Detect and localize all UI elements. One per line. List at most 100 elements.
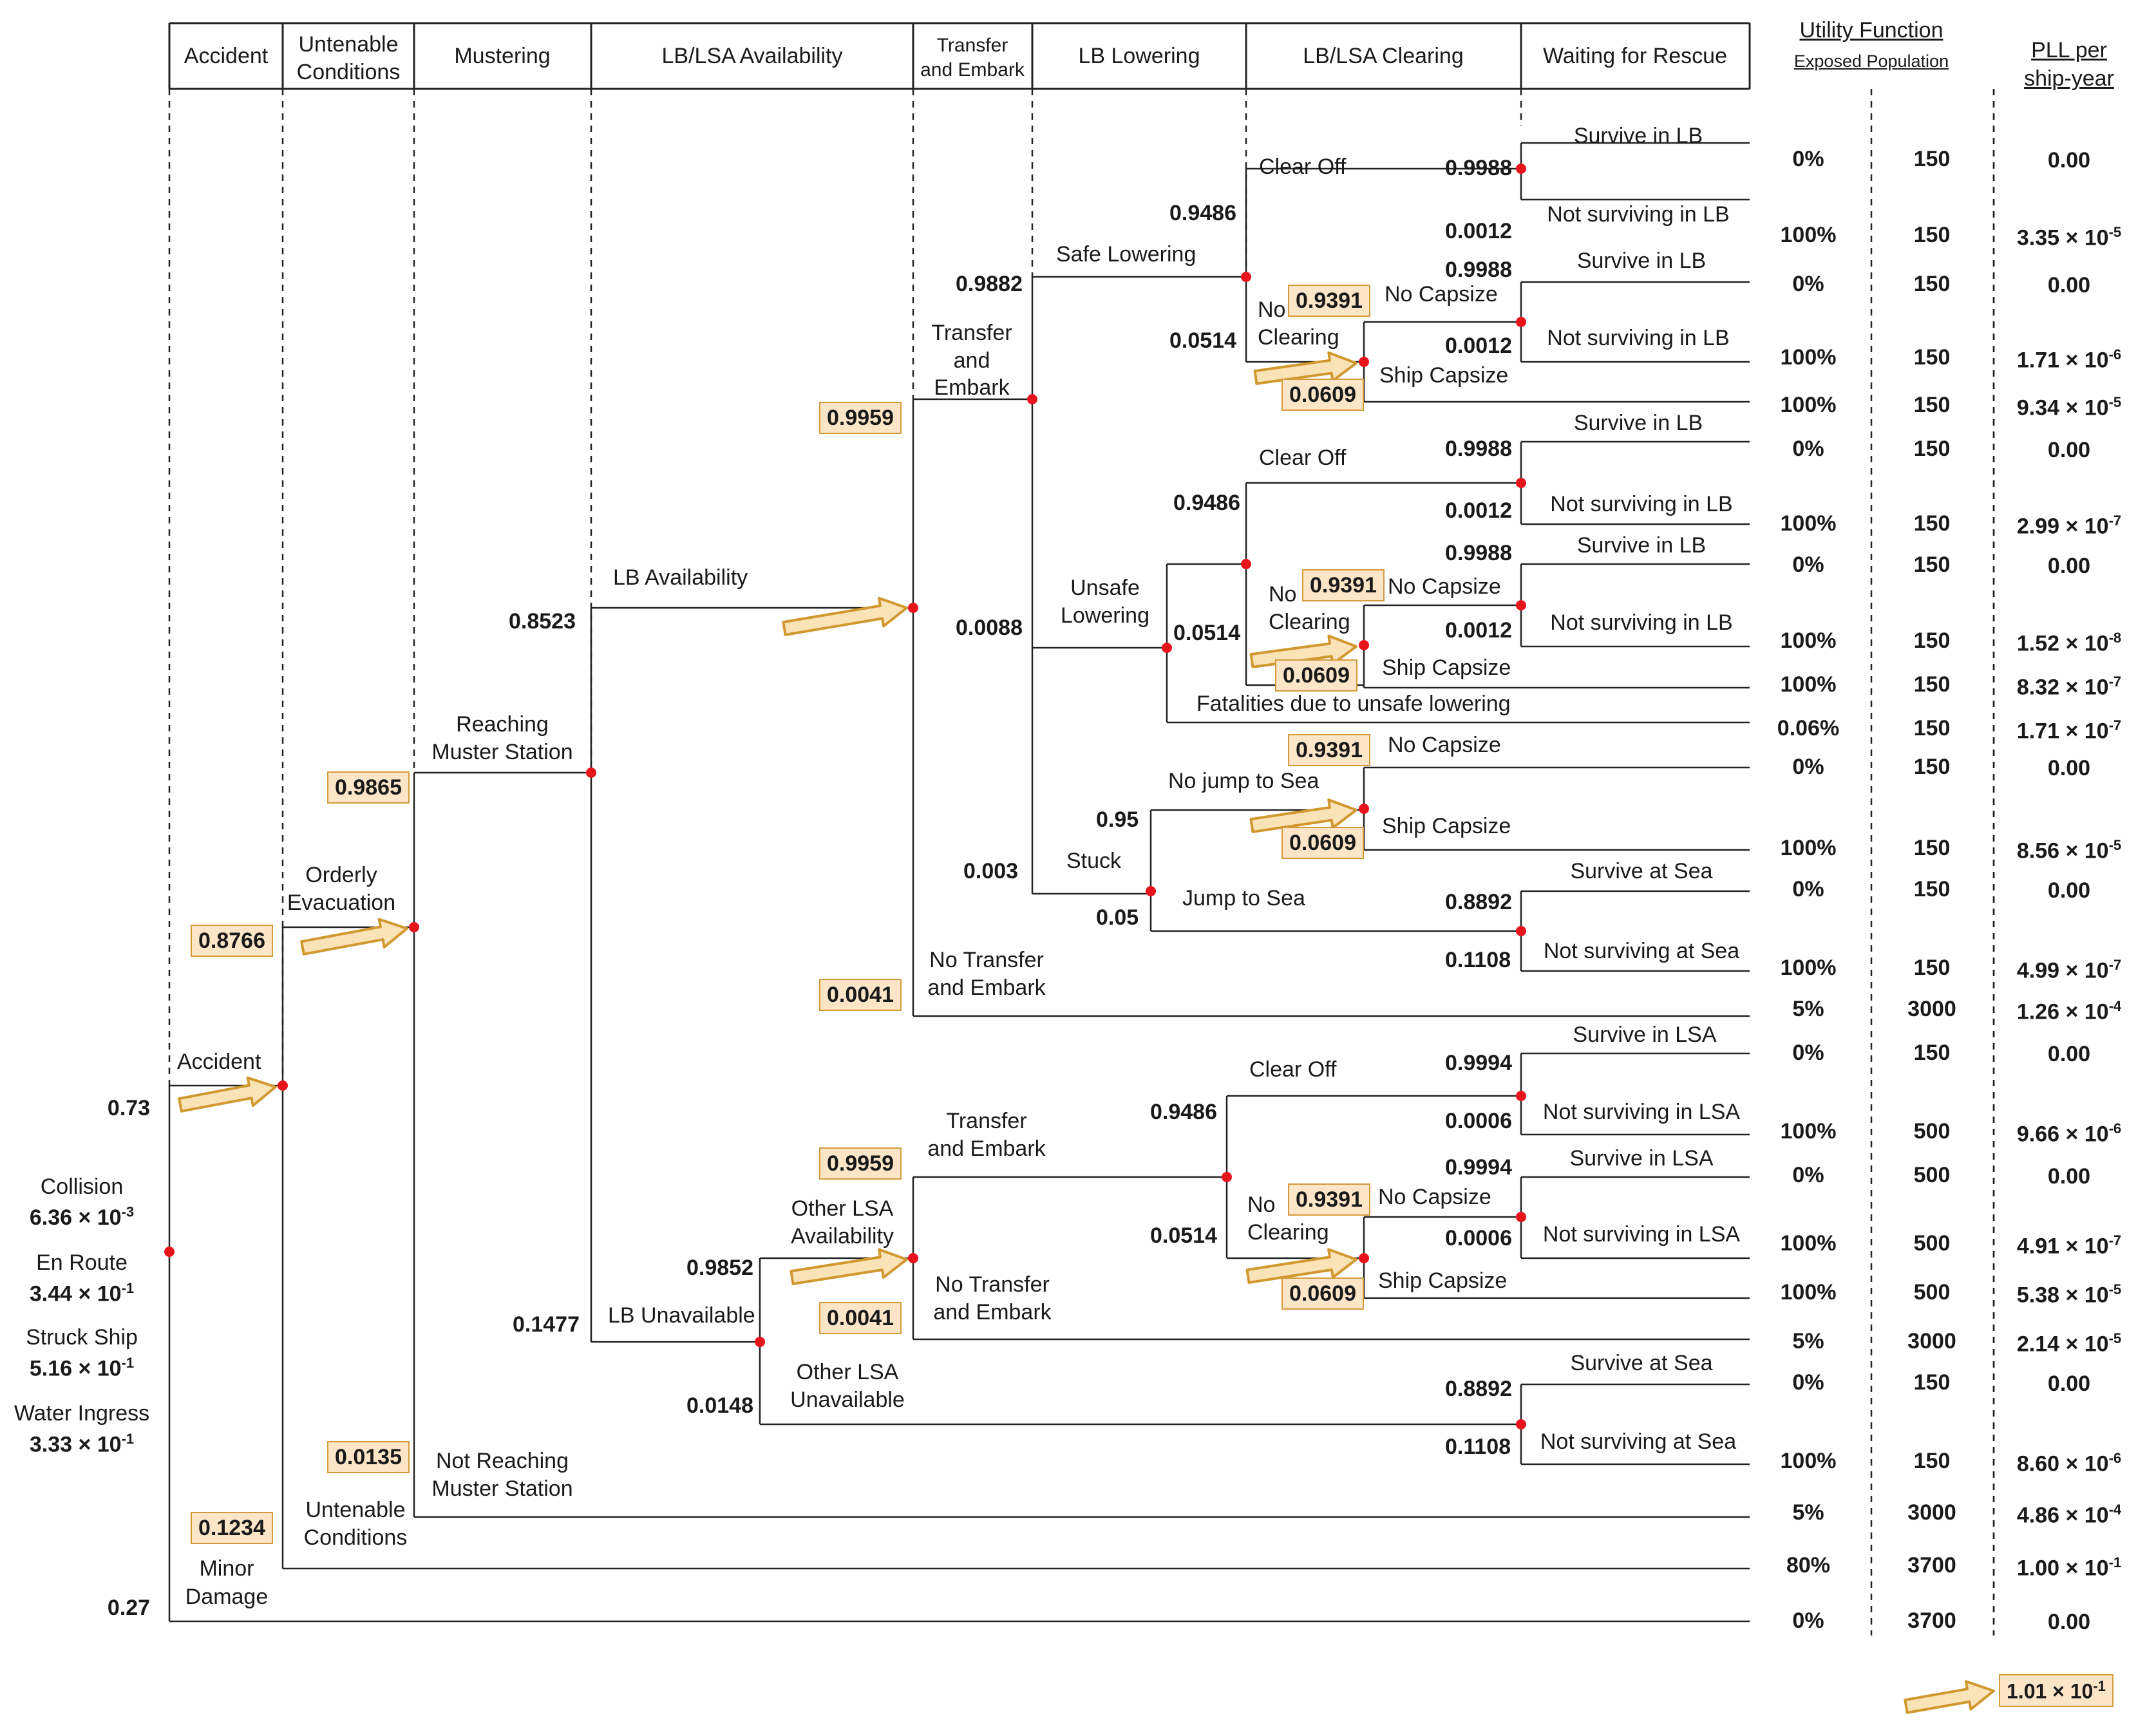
branch-reaching-muster: Reaching Muster Station xyxy=(431,712,573,764)
branch-no-transfer-embark-lsa: No Transfer and Embark xyxy=(933,1272,1052,1324)
utility-value: 0.06% xyxy=(1777,716,1840,740)
branch-no-capsize-3: No Capsize xyxy=(1388,733,1501,757)
boxed-prob-no-transfer-embark-lsa: 0.0041 xyxy=(819,1302,902,1334)
collision-value: 6.36 × 10-3 xyxy=(29,1204,135,1230)
tree-node xyxy=(1359,804,1369,814)
collision-label: Collision xyxy=(40,1174,124,1199)
pll-value: 2.99 × 10-7 xyxy=(2016,513,2122,539)
tree-node xyxy=(1241,559,1251,569)
prob-survive-lb-1: 0.9988 xyxy=(1445,156,1512,180)
leaf-survive-lsa-1: Survive in LSA xyxy=(1573,1023,1717,1047)
prob-survive-lb-2: 0.9988 xyxy=(1445,258,1512,282)
pll-value: 3.35 × 10-5 xyxy=(2016,224,2122,250)
boxed-prob-transfer-embark-lsa: 0.9959 xyxy=(819,1147,902,1180)
prob-no-clearing-3: 0.0514 xyxy=(1150,1223,1217,1248)
prob-clear-off-1: 0.9486 xyxy=(1169,201,1236,225)
leaf-survive-lb-2: Survive in LB xyxy=(1576,249,1707,273)
exposed-population-value: 150 xyxy=(1913,272,1951,296)
prob-safe-lowering: 0.9882 xyxy=(956,272,1023,296)
utility-value: 5% xyxy=(1792,997,1824,1021)
branch-no-clearing-1: No Clearing xyxy=(1258,297,1339,350)
utility-value: 0% xyxy=(1792,437,1824,461)
leaf-not-surviving-at-sea-2: Not surviving at Sea xyxy=(1540,1429,1737,1454)
branch-no-clearing-2: No Clearing xyxy=(1269,582,1350,634)
branch-stuck: Stuck xyxy=(1066,849,1122,873)
exposed-population-value: 3000 xyxy=(1907,1329,1956,1353)
exposed-population-value: 150 xyxy=(1913,672,1951,697)
pll-value: 0.00 xyxy=(2047,438,2091,462)
leaf-survive-lb-4: Survive in LB xyxy=(1576,533,1707,558)
utility-value: 100% xyxy=(1780,393,1837,417)
prob-not-surviving-at-sea-2: 0.1108 xyxy=(1445,1435,1511,1459)
tree-node xyxy=(1516,1212,1526,1222)
pll-value: 0.00 xyxy=(2047,878,2091,903)
highlight-arrow xyxy=(1904,1680,1995,1714)
tree-node xyxy=(1241,272,1251,282)
boxed-prob-no-capsize-1: 0.9391 xyxy=(1288,285,1370,317)
prob-not-surviving-lb-2: 0.0012 xyxy=(1445,334,1512,358)
prob-no-clearing-1: 0.0514 xyxy=(1169,328,1236,353)
tree-node xyxy=(908,603,918,613)
branch-clear-off-2: Clear Off xyxy=(1259,446,1347,470)
boxed-prob-untenable: 0.1234 xyxy=(191,1512,273,1544)
prob-unsafe-lowering: 0.0088 xyxy=(956,616,1023,640)
branch-no-capsize-1: No Capsize xyxy=(1385,282,1498,306)
utility-value: 5% xyxy=(1792,1329,1824,1353)
pll-value: 4.91 × 10-7 xyxy=(2016,1232,2122,1259)
minor-damage-probability: 0.27 xyxy=(107,1596,151,1620)
column-dashed-guides xyxy=(168,89,1995,1635)
boxed-prob-no-capsize-2: 0.9391 xyxy=(1302,569,1385,601)
prob-clear-off-3: 0.9486 xyxy=(1150,1100,1217,1124)
utility-value: 0% xyxy=(1792,1370,1824,1395)
leaf-not-surviving-lsa-2: Not surviving in LSA xyxy=(1542,1222,1741,1247)
exposed-population-value: 150 xyxy=(1913,393,1951,417)
header-frame xyxy=(168,22,1751,90)
prob-jump: 0.05 xyxy=(1096,905,1139,930)
prob-no-jump: 0.95 xyxy=(1096,807,1139,832)
branch-ship-capsize-1: Ship Capsize xyxy=(1379,363,1509,388)
prob-survive-at-sea-2: 0.8892 xyxy=(1445,1377,1512,1401)
header-transfer-embark: Transfer and Embark xyxy=(920,35,1025,80)
pll-value: 1.52 × 10-8 xyxy=(2016,630,2122,656)
exposed-population-value: 150 xyxy=(1913,956,1951,980)
tree-node xyxy=(1516,164,1526,174)
leaf-survive-lsa-2: Survive in LSA xyxy=(1569,1146,1714,1171)
utility-value: 100% xyxy=(1780,223,1837,247)
tree-node xyxy=(755,1337,765,1347)
highlight-arrow xyxy=(1253,351,1357,385)
utility-value: 100% xyxy=(1780,1119,1837,1144)
pll-value: 9.34 × 10-5 xyxy=(2016,394,2122,420)
boxed-prob-not-reaching-muster: 0.0135 xyxy=(327,1441,410,1473)
exposed-population-value: 150 xyxy=(1913,552,1951,577)
utility-value: 0% xyxy=(1792,1163,1824,1187)
tree-node xyxy=(1222,1172,1232,1182)
exposed-population-value: 500 xyxy=(1913,1119,1951,1144)
leaf-survive-lb-1: Survive in LB xyxy=(1573,124,1703,148)
header-lb-lsa-clearing: LB/LSA Clearing xyxy=(1303,44,1464,68)
leaf-survive-at-sea-2: Survive at Sea xyxy=(1570,1351,1713,1375)
prob-stuck: 0.003 xyxy=(963,859,1019,883)
tree-node xyxy=(1162,643,1172,653)
branch-clear-off-1: Clear Off xyxy=(1259,155,1347,179)
pll-value: 9.66 × 10-6 xyxy=(2016,1120,2122,1147)
tree-node xyxy=(1516,317,1526,327)
exposed-population-value: 500 xyxy=(1913,1231,1951,1256)
prob-survive-lb-3: 0.9988 xyxy=(1445,437,1512,461)
branch-no-capsize-2: No Capsize xyxy=(1388,574,1501,599)
highlight-arrow xyxy=(1245,1248,1357,1284)
exposed-population-value: 150 xyxy=(1913,437,1951,461)
boxed-prob-no-transfer-embark: 0.0041 xyxy=(819,979,902,1011)
tree-node xyxy=(409,922,419,932)
struck-ship-label: Struck Ship xyxy=(26,1325,138,1350)
branch-untenable-conditions: Untenable Conditions xyxy=(303,1498,408,1550)
tree-node xyxy=(1516,600,1526,610)
exposed-population-value: 150 xyxy=(1913,1449,1951,1473)
branch-jump-to-sea: Jump to Sea xyxy=(1182,886,1305,910)
pll-value: 8.60 × 10-6 xyxy=(2016,1450,2122,1476)
prob-not-surviving-lb-1: 0.0012 xyxy=(1445,219,1512,243)
prob-not-surviving-lsa-2: 0.0006 xyxy=(1445,1226,1512,1250)
utility-value: 100% xyxy=(1780,628,1837,653)
branch-ship-capsize-3: Ship Capsize xyxy=(1382,814,1511,838)
pll-value: 0.00 xyxy=(2047,1164,2091,1189)
